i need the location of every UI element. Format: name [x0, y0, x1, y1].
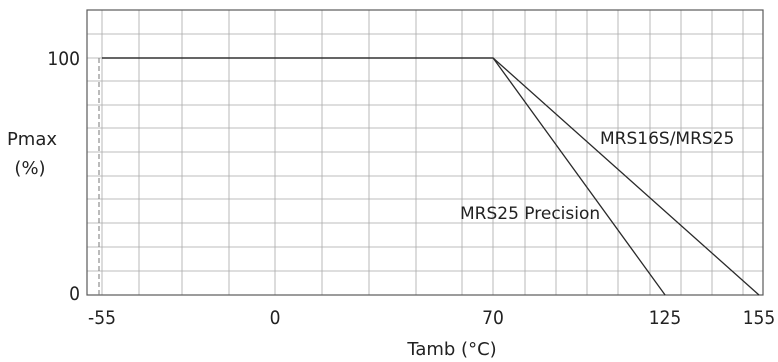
series-line-mrs16s-mrs25 [102, 57, 760, 296]
series-line-mrs25-precision [102, 57, 666, 296]
x-tick-label-0: 0 [270, 307, 281, 329]
series-label-mrs25-precision: MRS25 Precision [460, 204, 600, 224]
x-tick-label--55: -55 [88, 307, 116, 329]
x-tick-label-125: 125 [649, 307, 682, 329]
y-axis-title-line2: (%) [14, 158, 45, 179]
x-axis-title: Tamb (°C) [406, 339, 496, 360]
x-tick-label-70: 70 [482, 307, 504, 329]
series-label-mrs16s-mrs25: MRS16S/MRS25 [600, 129, 734, 149]
y-tick-label-100: 100 [47, 48, 80, 70]
y-tick-label-0: 0 [69, 283, 80, 305]
x-tick-label-155: 155 [743, 307, 776, 329]
plot-grid [87, 10, 763, 295]
y-axis-title-line1: Pmax [7, 129, 57, 150]
plot-frame [86, 9, 764, 296]
